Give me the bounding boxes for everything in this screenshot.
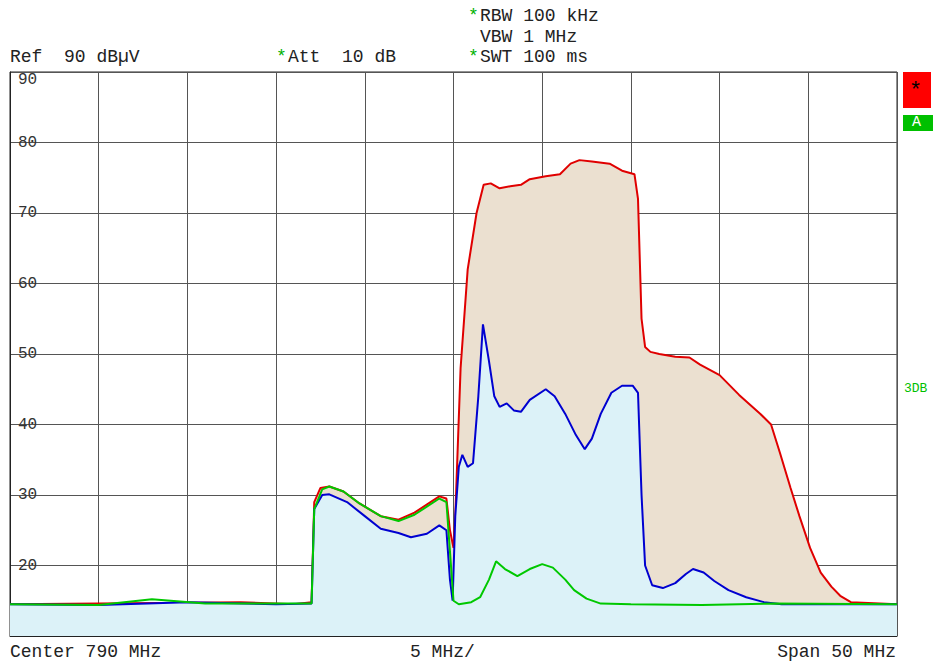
svg-text:*: * bbox=[909, 79, 922, 104]
svg-text:A: A bbox=[912, 114, 921, 131]
svg-text:SWT 100 ms: SWT 100 ms bbox=[480, 47, 588, 67]
svg-text:80: 80 bbox=[18, 134, 37, 152]
svg-text:*: * bbox=[276, 47, 287, 67]
svg-text:Center 790 MHz: Center 790 MHz bbox=[10, 642, 161, 662]
svg-text:30: 30 bbox=[18, 486, 37, 504]
svg-text:90: 90 bbox=[18, 71, 37, 89]
svg-text:20: 20 bbox=[18, 557, 37, 575]
svg-text:Att 10 dB: Att 10 dB bbox=[288, 47, 396, 67]
svg-text:40: 40 bbox=[18, 416, 37, 434]
svg-text:Span 50 MHz: Span 50 MHz bbox=[777, 642, 896, 662]
svg-text:Ref 90 dBµV: Ref 90 dBµV bbox=[10, 47, 140, 67]
svg-text:3DB: 3DB bbox=[904, 381, 928, 396]
svg-text:5 MHz/: 5 MHz/ bbox=[410, 642, 475, 662]
svg-text:60: 60 bbox=[18, 275, 37, 293]
svg-text:RBW 100 kHz: RBW 100 kHz bbox=[480, 6, 599, 26]
svg-text:VBW 1 MHz: VBW 1 MHz bbox=[480, 27, 577, 47]
svg-text:70: 70 bbox=[18, 204, 37, 222]
svg-text:*: * bbox=[468, 6, 479, 26]
svg-text:50: 50 bbox=[18, 345, 37, 363]
svg-text:*: * bbox=[468, 47, 479, 67]
